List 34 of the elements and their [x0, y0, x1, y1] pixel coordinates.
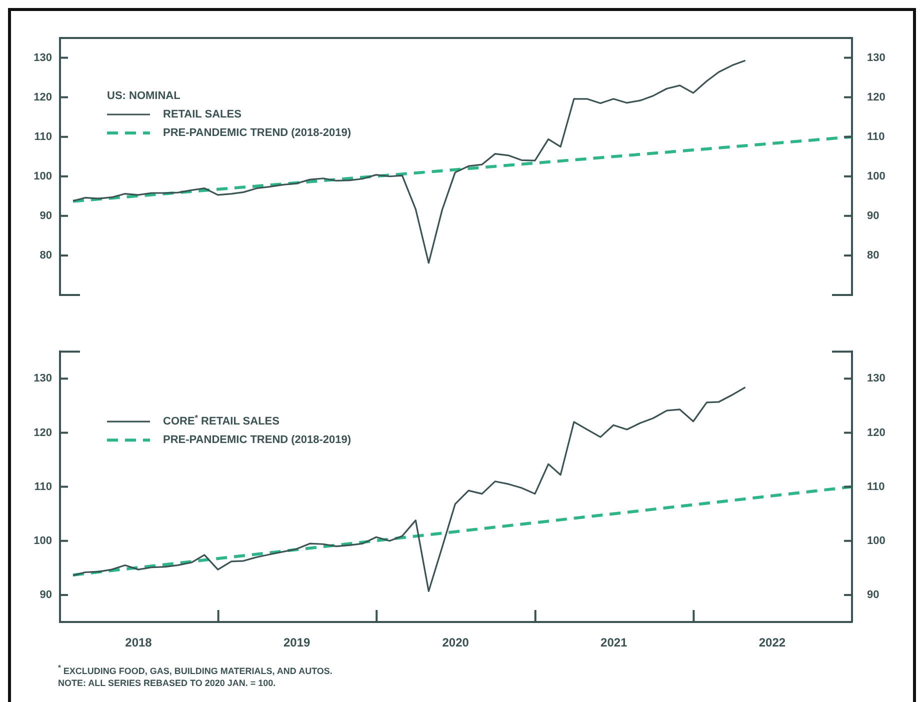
legend-label: CORE* RETAIL SALES	[163, 414, 280, 428]
legend-title: US: NOMINAL	[107, 90, 181, 102]
y2-tick-label: 120	[867, 91, 886, 104]
y-tick-label: 90	[40, 588, 52, 601]
legend-label: PRE-PANDEMIC TREND (2018-2019)	[163, 127, 352, 140]
y-tick-label: 130	[34, 372, 52, 385]
y2-tick-label: 130	[867, 52, 886, 64]
y2-tick-label: 120	[867, 426, 886, 439]
text: NOTE: ALL SERIES REBASED TO 2020 JAN. = 100.	[58, 678, 276, 689]
y-tick-label: 100	[34, 170, 52, 182]
y-tick-label: 100	[34, 534, 52, 547]
y2-tick-label: 100	[867, 534, 886, 547]
y2-tick-label: 100	[867, 170, 886, 182]
y-tick-label: 120	[34, 91, 52, 104]
y-tick-label: 120	[34, 426, 52, 439]
text: $^{*}$ EXCLUDING FOOD, GAS, BUILDING MATERIALS, AND AUTOS.	[58, 662, 332, 677]
y-tick-label: 110	[34, 480, 52, 493]
x-tick-label: 2019	[283, 636, 310, 650]
y2-tick-label: 90	[867, 588, 880, 601]
y-tick-label: 90	[40, 210, 52, 222]
legend-label: PRE-PANDEMIC TREND (2018-2019)	[163, 434, 352, 446]
y2-tick-label: 110	[867, 130, 885, 143]
x-tick-label: 2020	[442, 636, 470, 650]
y-tick-label: 110	[34, 130, 52, 143]
y-tick-label: 80	[40, 249, 52, 262]
x-tick-label: 2022	[758, 636, 786, 650]
x-tick-label: 2021	[600, 636, 628, 650]
y2-tick-label: 90	[867, 210, 880, 222]
y2-tick-label: 110	[867, 480, 885, 493]
y2-tick-label: 80	[867, 249, 880, 262]
x-tick-label: 2018	[125, 636, 152, 650]
y-tick-label: 130	[34, 52, 52, 64]
y2-tick-label: 130	[867, 372, 886, 385]
legend-label: RETAIL SALES	[163, 108, 242, 121]
